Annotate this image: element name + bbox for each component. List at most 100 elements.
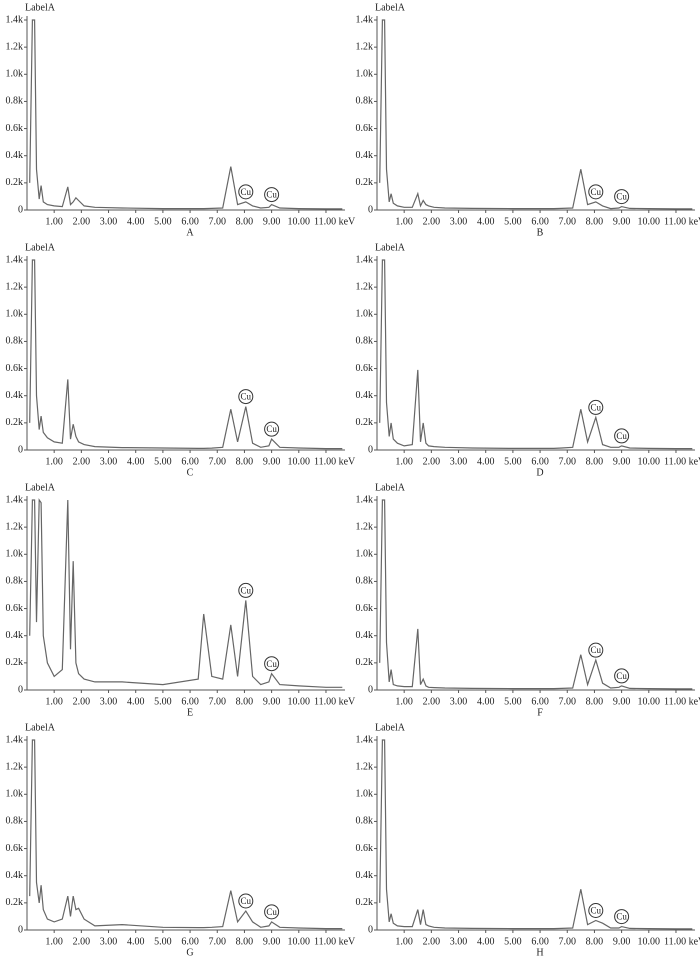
x-tick-label: 7.00	[209, 216, 227, 227]
spectrum-line	[29, 259, 343, 450]
y-tick-label: 0	[368, 684, 373, 695]
x-tick-label: 6.00	[181, 216, 199, 227]
y-tick-label: 0.2k	[356, 657, 374, 668]
y-tick-label: 0	[368, 444, 373, 455]
x-tick-label: 9.00	[263, 216, 281, 227]
annotation-circle	[614, 909, 630, 925]
annotation-label: Cu	[616, 431, 627, 441]
panel-caption: E	[187, 707, 193, 718]
y-tick-label: 1.4k	[6, 734, 24, 745]
y-tick-label: 0.2k	[6, 417, 24, 428]
x-tick-label: 11.00 keV	[314, 456, 356, 467]
annotation-label: Cu	[591, 402, 602, 412]
y-tick-label: 1.0k	[6, 789, 24, 800]
annotation-label: Cu	[616, 192, 627, 202]
x-tick-label: 5.00	[504, 216, 522, 227]
y-tick-label: 0.4k	[356, 630, 374, 641]
x-tick-label: 9.00	[263, 696, 281, 707]
x-tick-label: 2.00	[423, 696, 441, 707]
x-tick-label: 6.00	[531, 456, 549, 467]
x-tick-label: 10.00	[638, 456, 661, 467]
annotation-circle	[238, 184, 254, 200]
annotation-circle	[238, 389, 254, 405]
y-tick-label: 0.8k	[6, 336, 24, 347]
annotation-label: Cu	[591, 187, 602, 197]
x-tick-label: 2.00	[423, 216, 441, 227]
y-tick-label: 0	[18, 204, 23, 215]
x-tick-label: 8.00	[586, 216, 604, 227]
annotation-circle	[614, 428, 630, 444]
y-tick-label: 0.8k	[356, 576, 374, 587]
y-tick-label: 0.8k	[6, 576, 24, 587]
x-tick-label: 9.00	[613, 936, 631, 947]
x-tick-label: 3.00	[450, 696, 468, 707]
x-tick-label: 7.00	[559, 696, 577, 707]
y-tick-label: 1.0k	[356, 309, 374, 320]
y-tick-label: 0.2k	[6, 657, 24, 668]
y-tick-label: 0.8k	[6, 96, 24, 107]
panel-caption: B	[537, 227, 544, 238]
x-tick-label: 5.00	[154, 456, 172, 467]
annotation-label: Cu	[241, 187, 252, 197]
x-tick-label: 5.00	[504, 936, 522, 947]
y-tick-label: 1.2k	[356, 41, 374, 52]
annotation-circle	[238, 582, 254, 598]
y-tick-label: 0.8k	[6, 816, 24, 827]
annotation-circle	[588, 399, 604, 415]
y-axis-label: LabelA	[25, 722, 56, 733]
annotation-circle	[264, 187, 280, 203]
x-tick-label: 7.00	[209, 936, 227, 947]
spectrum-line	[379, 19, 693, 210]
y-tick-label: 0.2k	[356, 897, 374, 908]
annotation-label: Cu	[616, 671, 627, 681]
y-axis-label: LabelA	[375, 242, 406, 253]
y-axis-label: LabelA	[25, 2, 56, 13]
y-tick-label: 0.6k	[6, 843, 24, 854]
y-tick-label: 0.4k	[6, 150, 24, 161]
x-tick-label: 3.00	[100, 216, 118, 227]
y-axis-label: LabelA	[375, 722, 406, 733]
x-tick-label: 4.00	[127, 216, 145, 227]
y-tick-label: 1.4k	[356, 14, 374, 25]
x-tick-label: 1.00	[45, 456, 63, 467]
y-tick-label: 1.0k	[356, 789, 374, 800]
x-tick-label: 11.00 keV	[664, 456, 700, 467]
x-tick-label: 1.00	[395, 216, 413, 227]
annotation-label: Cu	[591, 906, 602, 916]
x-tick-label: 5.00	[504, 696, 522, 707]
x-tick-label: 10.00	[288, 696, 311, 707]
y-tick-label: 0.2k	[356, 417, 374, 428]
y-tick-label: 1.2k	[356, 761, 374, 772]
y-tick-label: 1.0k	[6, 549, 24, 560]
x-tick-label: 8.00	[586, 696, 604, 707]
x-tick-label: 10.00	[638, 696, 661, 707]
y-axis-label: LabelA	[375, 482, 406, 493]
annotation-circle	[264, 656, 280, 672]
y-tick-label: 1.4k	[356, 254, 374, 265]
y-tick-label: 0.2k	[6, 897, 24, 908]
x-tick-label: 11.00 keV	[314, 936, 356, 947]
x-tick-label: 9.00	[613, 696, 631, 707]
annotation-label: Cu	[266, 907, 277, 917]
x-tick-label: 7.00	[559, 216, 577, 227]
x-tick-label: 3.00	[100, 696, 118, 707]
spectrum-line	[29, 19, 343, 210]
y-tick-label: 0.8k	[356, 96, 374, 107]
x-tick-label: 3.00	[100, 936, 118, 947]
x-tick-label: 4.00	[127, 936, 145, 947]
annotation-circle	[588, 184, 604, 200]
y-tick-label: 1.0k	[356, 69, 374, 80]
x-tick-label: 1.00	[395, 456, 413, 467]
annotation-label: Cu	[241, 896, 252, 906]
y-axis-label: LabelA	[25, 482, 56, 493]
annotation-label: Cu	[266, 659, 277, 669]
x-tick-label: 11.00 keV	[664, 696, 700, 707]
annotation-circle	[264, 421, 280, 437]
x-tick-label: 7.00	[559, 456, 577, 467]
y-tick-label: 0.6k	[356, 843, 374, 854]
y-tick-label: 0.6k	[6, 123, 24, 134]
x-tick-label: 3.00	[100, 456, 118, 467]
annotation-circle	[264, 904, 280, 920]
y-axis-label: LabelA	[25, 242, 56, 253]
x-tick-label: 2.00	[73, 216, 91, 227]
